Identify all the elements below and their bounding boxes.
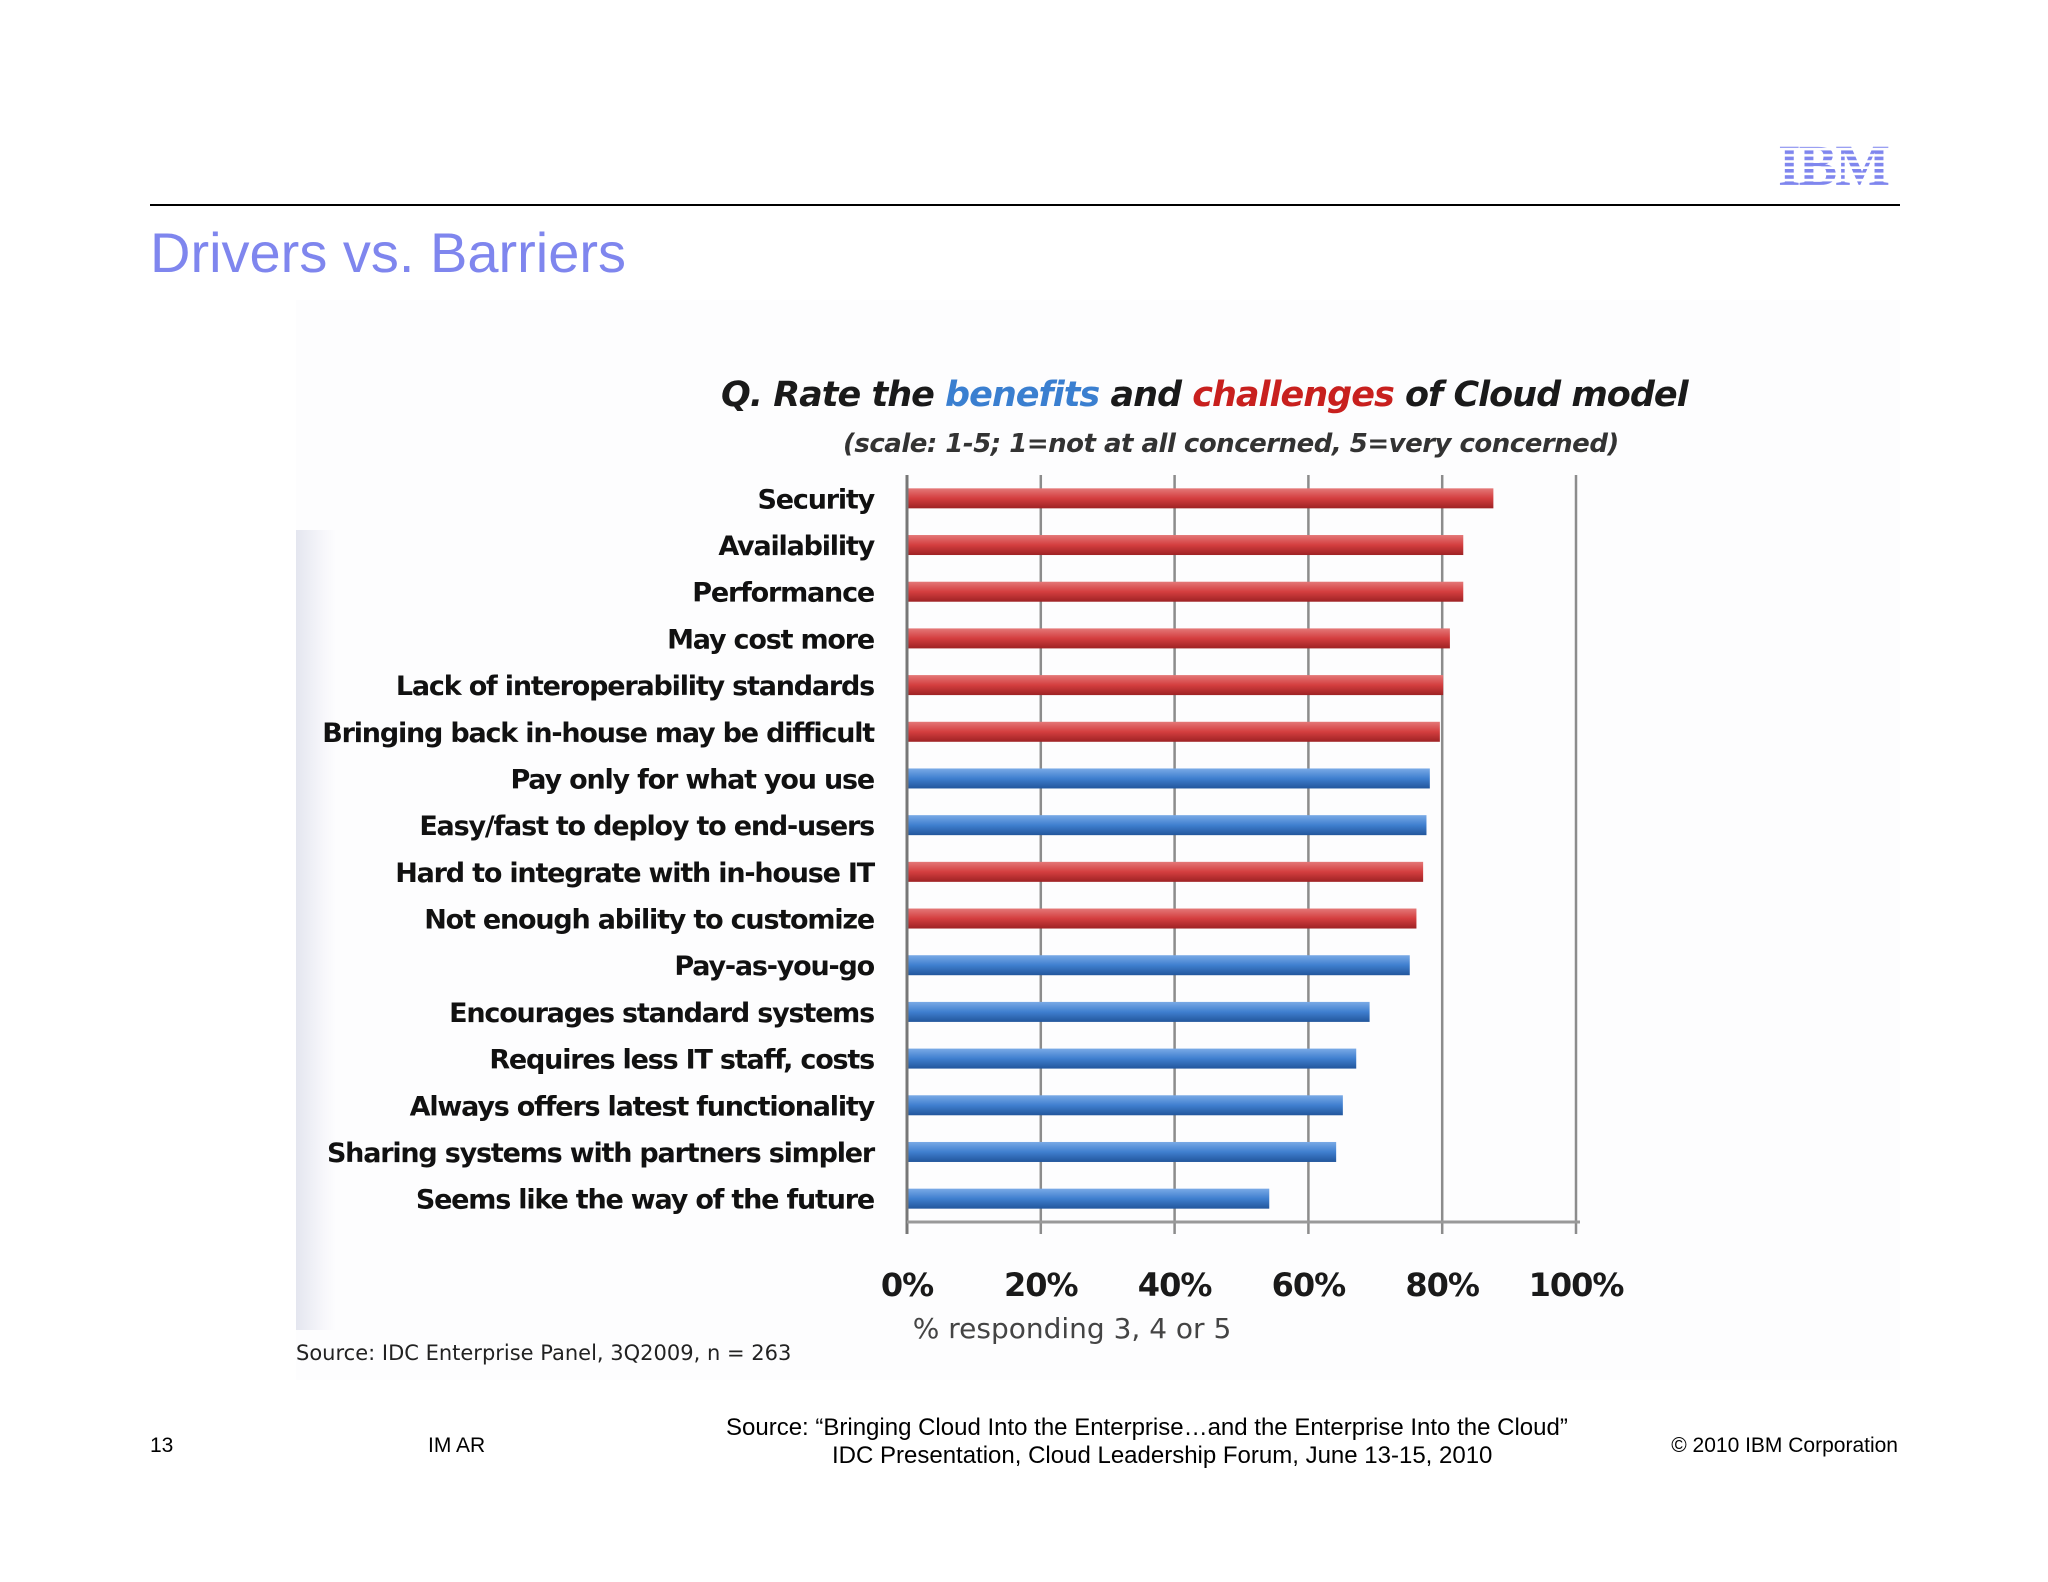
ibm-logo-text: IBM [1778,138,1889,188]
category-label: Pay only for what you use [510,764,874,795]
category-label: Sharing systems with partners simpler [327,1138,876,1169]
bar-benefit [908,1048,1357,1069]
category-label: Hard to integrate with in-house IT [395,858,876,889]
source-line-1: Source: “Bringing Cloud Into the Enterpr… [726,1414,1568,1441]
x-tick-label: 20% [1004,1266,1079,1304]
department-label: IM AR [428,1434,486,1457]
bar-benefit [908,815,1427,836]
chart-source-note: Source: IDC Enterprise Panel, 3Q2009, n … [296,1341,791,1365]
category-label: Requires less IT staff, costs [489,1045,874,1076]
bar-challenge [908,581,1464,602]
category-label: May cost more [667,624,874,655]
bar-challenge [908,535,1464,556]
source-citation: Source: “Bringing Cloud Into the Enterpr… [726,1414,1568,1470]
category-label: Pay-as-you-go [674,951,874,982]
chart-title-part-4: of Cloud model [1394,375,1690,415]
x-tick-label: 40% [1138,1266,1213,1304]
ibm-logo: IBM [1778,133,1900,198]
header-rule [150,204,1900,206]
chart-subtitle: (scale: 1-5; 1=not at all concerned, 5=v… [843,429,1619,459]
chart-title-part-3: challenges [1192,375,1394,415]
category-label: Security [758,484,876,515]
bar-benefit [908,955,1410,976]
x-axis-label: % responding 3, 4 or 5 [913,1312,1232,1345]
bar-challenge [908,861,1424,882]
chart-title-part-0: Q. Rate the [721,375,945,415]
bar-benefit [908,1188,1270,1209]
scan-shadow [296,530,336,1330]
category-label: Lack of interoperability standards [396,671,874,702]
bar-benefit [908,1095,1343,1116]
bar-challenge [908,908,1417,929]
x-tick-label: 100% [1529,1266,1625,1304]
bar-challenge [908,488,1494,509]
bar-challenge [908,628,1450,649]
chart-title-part-2: and [1099,375,1192,415]
x-tick-label: 0% [881,1266,934,1304]
x-tick-label: 60% [1272,1266,1347,1304]
category-label: Seems like the way of the future [416,1185,874,1216]
chart-title-part-1: benefits [945,375,1099,415]
bar-chart: Q. Rate the benefits and challenges of C… [296,375,1691,1365]
category-label: Not enough ability to customize [424,905,874,936]
category-label: Availability [718,531,875,562]
chart-title: Q. Rate the benefits and challenges of C… [721,375,1690,415]
category-label: Always offers latest functionality [410,1091,876,1122]
bar-benefit [908,1141,1337,1162]
category-label: Encourages standard systems [449,998,874,1029]
category-label: Easy/fast to deploy to end-users [419,811,874,842]
source-line-2: IDC Presentation, Cloud Leadership Forum… [832,1442,1493,1469]
chart-panel: Q. Rate the benefits and challenges of C… [296,300,1900,1380]
x-tick-label: 80% [1405,1266,1480,1304]
page-title: Drivers vs. Barriers [150,221,627,284]
bar-benefit [908,1001,1370,1022]
copyright: © 2010 IBM Corporation [1671,1434,1898,1457]
bar-challenge [908,675,1444,696]
page-number: 13 [150,1434,174,1457]
bar-challenge [908,721,1440,742]
category-label: Performance [692,578,874,609]
category-label: Bringing back in-house may be difficult [322,718,875,749]
bar-benefit [908,768,1430,789]
